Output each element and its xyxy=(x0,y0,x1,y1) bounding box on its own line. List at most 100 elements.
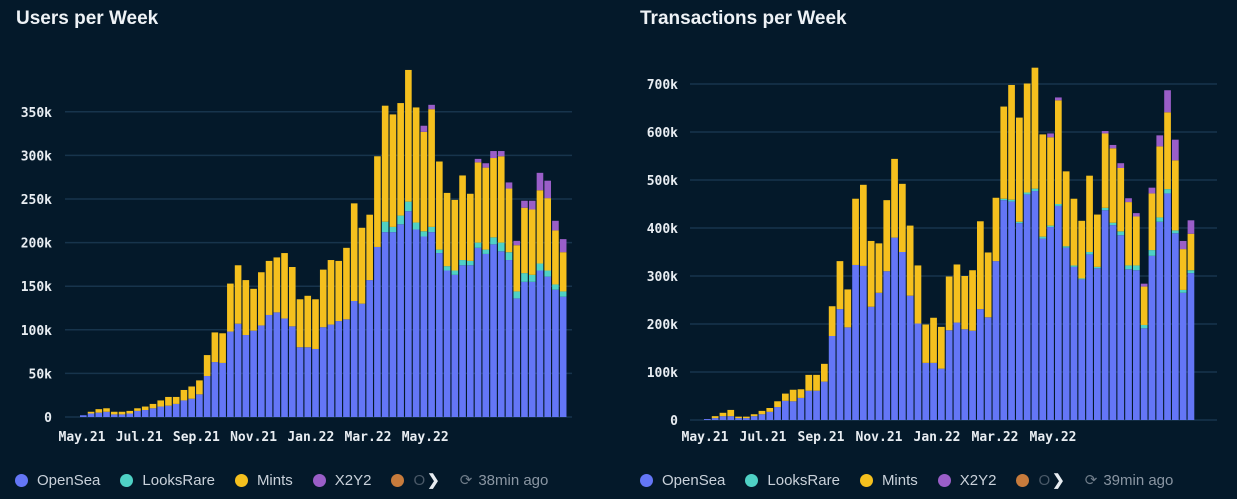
bar-segment-opensea[interactable] xyxy=(969,330,976,420)
bar-segment-looksrare[interactable] xyxy=(1008,199,1015,202)
bar-segment-mints[interactable] xyxy=(544,198,551,271)
bar-segment-looksrare[interactable] xyxy=(1055,204,1062,206)
bar-segment-opensea[interactable] xyxy=(883,271,891,420)
bar-segment-looksrare[interactable] xyxy=(513,291,521,299)
bar-segment-mints[interactable] xyxy=(196,380,203,395)
bar-segment-mints[interactable] xyxy=(938,326,945,369)
bar-segment-mints[interactable] xyxy=(312,299,319,349)
bar-segment-opensea[interactable] xyxy=(1101,210,1109,420)
bar-segment-looksrare[interactable] xyxy=(1000,198,1008,201)
bar-segment-looksrare[interactable] xyxy=(1164,189,1171,194)
bar-segment-mints[interactable] xyxy=(405,69,412,202)
bar-segment-opensea[interactable] xyxy=(1062,247,1070,420)
bar-segment-x2y2[interactable] xyxy=(1148,187,1156,194)
bar-segment-looksrare[interactable] xyxy=(436,249,443,254)
bar-segment-opensea[interactable] xyxy=(1164,193,1171,420)
bar-segment-mints[interactable] xyxy=(397,103,404,216)
bar-segment-mints[interactable] xyxy=(335,260,343,322)
bar-segment-mints[interactable] xyxy=(157,400,164,407)
bar-segment-mints[interactable] xyxy=(883,200,891,272)
bar-segment-opensea[interactable] xyxy=(552,289,559,417)
bar-segment-opensea[interactable] xyxy=(366,280,373,417)
bar-segment-opensea[interactable] xyxy=(211,362,219,417)
bar-segment-mints[interactable] xyxy=(1039,134,1047,237)
bar-segment-opensea[interactable] xyxy=(350,301,358,417)
bar-segment-looksrare[interactable] xyxy=(443,266,451,271)
legend-item-looksrare[interactable]: LooksRare xyxy=(745,472,840,489)
bar-segment-mints[interactable] xyxy=(103,408,110,412)
bar-segment-mints[interactable] xyxy=(513,245,521,292)
bar-segment-opensea[interactable] xyxy=(281,318,288,417)
bar-segment-x2y2[interactable] xyxy=(1172,139,1179,161)
bar-segment-opensea[interactable] xyxy=(875,292,883,420)
bar-segment-opensea[interactable] xyxy=(474,247,482,417)
bar-segment-mints[interactable] xyxy=(412,107,420,223)
bar-segment-opensea[interactable] xyxy=(497,251,505,417)
bar-segment-opensea[interactable] xyxy=(149,408,157,417)
bar-segment-looksrare[interactable] xyxy=(1156,217,1164,222)
bar-segment-x2y2[interactable] xyxy=(1179,240,1187,250)
bar-segment-opensea[interactable] xyxy=(304,347,312,417)
bar-segment-mints[interactable] xyxy=(836,261,844,310)
bar-segment-opensea[interactable] xyxy=(1055,205,1062,420)
bar-segment-opensea[interactable] xyxy=(774,407,781,420)
bar-segment-x2y2[interactable] xyxy=(1187,220,1195,234)
bar-segment-mints[interactable] xyxy=(711,416,719,419)
bar-segment-mints[interactable] xyxy=(1094,214,1101,267)
bar-segment-looksrare[interactable] xyxy=(428,226,435,233)
bar-segment-mints[interactable] xyxy=(743,416,750,419)
bar-segment-opensea[interactable] xyxy=(227,331,234,417)
bar-segment-mints[interactable] xyxy=(381,105,389,222)
bar-segment-mints[interactable] xyxy=(188,386,195,399)
bar-segment-mints[interactable] xyxy=(1008,84,1015,200)
bar-segment-opensea[interactable] xyxy=(922,362,930,420)
bar-segment-x2y2[interactable] xyxy=(1133,213,1140,217)
bar-segment-mints[interactable] xyxy=(227,283,234,332)
bar-segment-opensea[interactable] xyxy=(1140,328,1148,420)
bar-segment-mints[interactable] xyxy=(821,363,828,382)
bar-segment-opensea[interactable] xyxy=(1023,194,1031,420)
legend-next-chevron-icon[interactable]: ❯ xyxy=(427,472,440,489)
bar-segment-opensea[interactable] xyxy=(505,260,513,417)
bar-segment-mints[interactable] xyxy=(1125,202,1132,266)
bar-segment-mints[interactable] xyxy=(350,203,358,302)
bar-segment-mints[interactable] xyxy=(296,299,304,348)
bar-segment-opensea[interactable] xyxy=(945,330,953,420)
bar-segment-looksrare[interactable] xyxy=(1179,289,1187,293)
bar-segment-opensea[interactable] xyxy=(157,406,164,417)
bar-segment-mints[interactable] xyxy=(273,257,281,313)
bar-segment-looksrare[interactable] xyxy=(467,260,474,266)
bar-segment-looksrare[interactable] xyxy=(1078,278,1086,280)
legend-item-other[interactable]: O xyxy=(391,472,425,489)
bar-segment-opensea[interactable] xyxy=(992,261,1000,420)
bar-segment-mints[interactable] xyxy=(735,416,742,419)
bar-segment-mints[interactable] xyxy=(288,267,296,327)
bar-segment-opensea[interactable] xyxy=(1016,223,1023,420)
bar-segment-looksrare[interactable] xyxy=(1148,250,1156,256)
bar-segment-mints[interactable] xyxy=(521,207,528,274)
bar-segment-mints[interactable] xyxy=(961,276,969,330)
bar-segment-opensea[interactable] xyxy=(758,414,766,420)
bar-segment-mints[interactable] xyxy=(1109,148,1117,223)
legend-item-looksrare[interactable]: LooksRare xyxy=(120,472,215,489)
bar-segment-opensea[interactable] xyxy=(327,324,335,417)
bar-segment-mints[interactable] xyxy=(1140,286,1148,325)
bar-segment-mints[interactable] xyxy=(782,393,789,401)
bar-segment-mints[interactable] xyxy=(1187,233,1195,271)
bar-segment-x2y2[interactable] xyxy=(513,240,521,246)
bar-segment-mints[interactable] xyxy=(789,389,797,402)
bar-segment-opensea[interactable] xyxy=(95,412,103,417)
bar-segment-opensea[interactable] xyxy=(451,274,459,417)
bar-segment-opensea[interactable] xyxy=(1094,268,1101,420)
bar-segment-mints[interactable] xyxy=(1172,160,1179,231)
bar-segment-opensea[interactable] xyxy=(459,265,466,417)
bar-segment-x2y2[interactable] xyxy=(528,200,536,210)
bar-segment-mints[interactable] xyxy=(389,114,397,227)
bar-segment-x2y2[interactable] xyxy=(1156,135,1164,147)
bar-segment-looksrare[interactable] xyxy=(1101,207,1109,211)
bar-segment-opensea[interactable] xyxy=(443,270,451,417)
bar-segment-opensea[interactable] xyxy=(938,368,945,420)
bar-segment-x2y2[interactable] xyxy=(1055,97,1062,101)
bar-segment-x2y2[interactable] xyxy=(505,182,513,189)
bar-segment-mints[interactable] xyxy=(1179,249,1187,290)
